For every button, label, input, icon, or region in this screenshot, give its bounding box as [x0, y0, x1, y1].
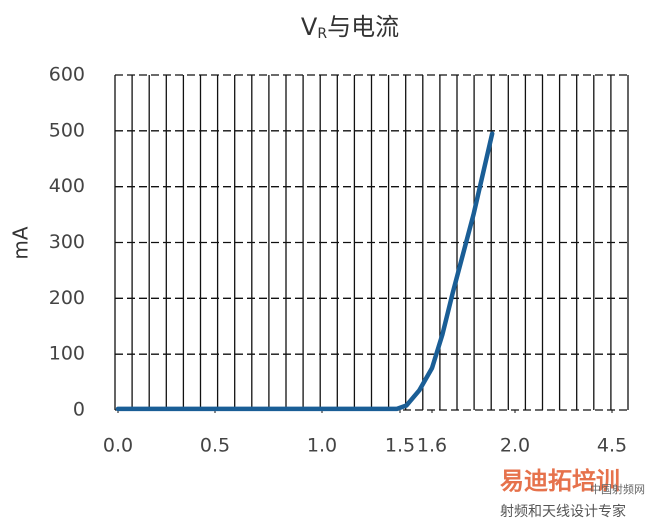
y-tick-label: 0	[73, 399, 85, 421]
x-tick-label: 4.5	[597, 435, 627, 457]
line	[115, 131, 495, 412]
y-tick-label: 200	[49, 287, 85, 309]
x-tick-label: 2.0	[500, 435, 530, 457]
x-tick-label: 1.0	[307, 435, 337, 457]
watermark-slogan: 射频和天线设计专家	[500, 503, 626, 520]
x-tick-label: 1.6	[417, 435, 447, 457]
y-tick-label: 500	[49, 119, 85, 141]
x-tick-label: 1.5	[385, 435, 415, 457]
y-axis-label: mA	[9, 226, 33, 259]
y-tick-label: 300	[49, 231, 85, 253]
y-tick-label: 600	[49, 64, 85, 86]
y-tick-label: 100	[49, 343, 85, 365]
x-tick-label: 0.0	[103, 435, 133, 457]
chart-title: VR与电流	[301, 13, 399, 42]
y-tick-label: 400	[49, 175, 85, 197]
watermark-site: 中国射频网	[590, 482, 645, 496]
x-tick-label: 0.5	[200, 435, 230, 457]
watermark-logo: 易迪拓培训	[500, 467, 620, 495]
